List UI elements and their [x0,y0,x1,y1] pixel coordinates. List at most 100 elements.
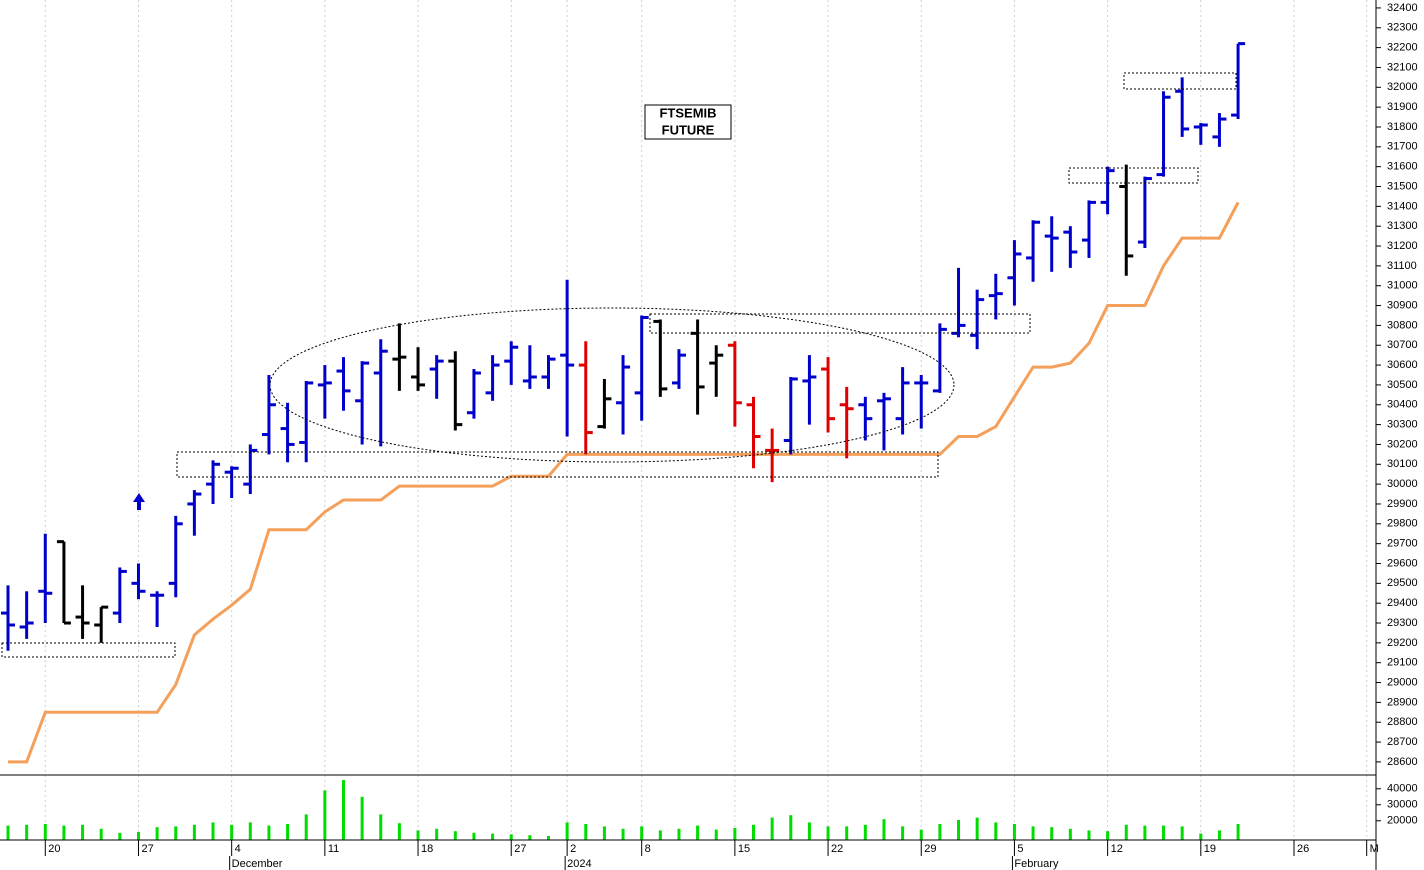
x-tick-label: 12 [1111,843,1123,855]
volume-bar [882,819,886,840]
y-tick-label: 29700 [1387,538,1418,550]
volume-bar [938,824,942,840]
y-tick-label: 31100 [1387,260,1417,272]
volume-bar [6,825,10,840]
signal-arrow [133,493,145,510]
volume-bar [1087,830,1091,840]
volume-bar [1068,828,1072,840]
volume-bar [677,828,681,840]
volume-bar [174,826,178,840]
volume-bar [994,822,998,840]
x-tick-label: 26 [1297,843,1309,855]
y-tick-label: 30400 [1387,399,1418,411]
volume-bar [1106,831,1110,840]
volume-bar [975,817,979,840]
volume-bar [901,826,905,840]
volume-bar [453,831,457,840]
volume-bar [397,823,401,840]
y-tick-label: 40000 [1387,783,1418,795]
volume-bar [845,826,849,840]
volume-bar [1180,826,1184,840]
y-tick-label: 29800 [1387,518,1418,530]
volume-bar [863,824,867,840]
volume-bar [565,822,569,840]
range-box [649,313,1031,334]
volume-bar [826,826,830,840]
y-tick-label: 29400 [1387,597,1418,609]
volume-bar [621,828,625,840]
volume-bar [341,780,345,840]
range-box [1123,72,1237,90]
consolidation-ellipse [269,307,955,463]
y-tick-label: 30500 [1387,379,1418,391]
volume-bar [248,822,252,840]
y-tick-label: 28900 [1387,696,1418,708]
y-tick-label: 32400 [1387,2,1418,14]
y-tick-label: 28700 [1387,736,1418,748]
y-tick-label: 30100 [1387,458,1418,470]
x-tick-label: 11 [328,843,339,855]
volume-bar [1217,830,1221,840]
y-tick-label: 31700 [1387,141,1418,153]
annotations [1,72,1237,658]
y-tick-label: 28800 [1387,716,1418,728]
volume-bar [640,826,644,840]
x-period-label: February [1014,858,1059,870]
x-tick-label: 5 [1017,843,1023,855]
volume-bar [957,820,961,840]
volume-bar [136,832,140,840]
volume-bar [714,829,718,840]
volume-bar [1162,825,1166,840]
x-tick-label: 15 [738,843,750,855]
y-tick-label: 31800 [1387,121,1418,133]
volume-bar [919,829,923,840]
y-tick-label: 30300 [1387,419,1418,431]
y-tick-label: 30800 [1387,319,1418,331]
y-tick-label: 30000 [1387,478,1418,490]
x-tick-label: 29 [924,843,936,855]
stop-line [8,201,1240,764]
volume-bar [752,824,756,840]
y-tick-label: 29900 [1387,498,1418,510]
volume-bar [602,826,606,840]
volume-bar [192,824,196,840]
chart-title: FTSEMIB [659,105,716,120]
volume-bar [267,825,271,840]
y-tick-label: 29300 [1387,617,1418,629]
volume-bar [99,828,103,840]
volume-bar [360,796,364,840]
volume-bar [1031,826,1035,840]
x-tick-label: 27 [141,843,153,855]
y-tick-label: 29100 [1387,657,1418,669]
y-tick-label: 30200 [1387,438,1418,450]
y-tick-label: 31000 [1387,280,1418,292]
volume-bar [528,835,532,840]
volume-bar [286,824,290,840]
volume-bar [658,830,662,840]
volume-bar [25,824,29,840]
x-tick-label: M [1370,843,1379,855]
chart-subtitle: FUTURE [662,122,715,137]
volume-bar [472,832,476,840]
title-box [644,104,732,140]
volume-bar [1012,824,1016,840]
volume-bar [416,830,420,840]
y-tick-label: 29500 [1387,577,1418,589]
volume-bar [62,825,66,840]
x-tick-label: 22 [831,843,843,855]
x-tick-label: 4 [235,843,241,855]
y-tick-label: 32300 [1387,22,1418,34]
volume-bar [696,825,700,840]
x-period-label: 2024 [567,858,591,870]
volume-bar [733,828,737,840]
x-period-label: December [232,858,283,870]
y-tick-label: 30700 [1387,339,1418,351]
range-box [176,451,939,478]
volume-bar [435,828,439,840]
volume-bar [1143,825,1147,840]
y-tick-label: 32000 [1387,81,1418,93]
x-tick-label: 27 [514,843,526,855]
range-box [1068,167,1199,184]
y-tick-label: 31200 [1387,240,1418,252]
